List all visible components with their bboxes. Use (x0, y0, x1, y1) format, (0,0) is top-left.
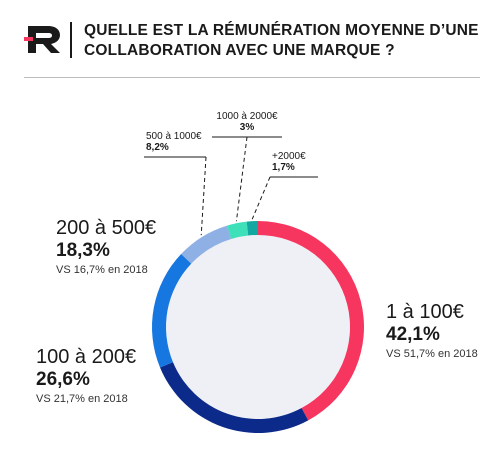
slice-vs: VS 51,7% en 2018 (386, 348, 478, 360)
donut-slice (152, 254, 192, 368)
label-1000-2000: 1000 à 2000€ 3% (212, 111, 282, 133)
header-rule (24, 77, 480, 78)
donut-center (166, 235, 350, 419)
title-line-2: COLLABORATION AVEC UNE MARQUE ? (84, 42, 395, 59)
donut-slice (258, 220, 365, 421)
label-100-200: 100 à 200€ 26,6% VS 21,7% en 2018 (36, 346, 136, 405)
leader-line-1000-2000-dash (235, 136, 248, 222)
slice-vs: VS 16,7% en 2018 (56, 264, 148, 276)
donut-slice (227, 221, 249, 239)
label-1-100: 1 à 100€ 42,1% VS 51,7% en 2018 (386, 301, 478, 360)
slice-value: 26,6% (36, 369, 90, 390)
r-logo-icon (24, 26, 60, 53)
slice-label: 1000 à 2000€ (216, 111, 278, 122)
donut-slice (181, 225, 232, 264)
slice-label: 200 à 500€ (56, 217, 157, 239)
donut-slice (160, 362, 309, 433)
header-divider (70, 22, 72, 58)
header: QUELLE EST LA RÉMUNÉRATION MOYENNE D’UNE… (0, 0, 500, 80)
page-title: QUELLE EST LA RÉMUNÉRATION MOYENNE D’UNE… (84, 21, 484, 61)
label-200-500: 200 à 500€ 18,3% VS 16,7% en 2018 (56, 217, 156, 276)
slice-value: 42,1% (386, 324, 440, 345)
slice-label: 500 à 1000€ (146, 131, 202, 142)
slice-label: 1 à 100€ (386, 301, 464, 323)
slice-value: 8,2% (146, 142, 169, 153)
slice-label: 100 à 200€ (36, 346, 137, 368)
label-2000-plus: +2000€ 1,7% (272, 151, 306, 173)
slice-value: 18,3% (56, 240, 110, 261)
slice-vs: VS 21,7% en 2018 (36, 393, 128, 405)
leader-line-500-1000-dash (200, 156, 207, 236)
donut-slice (246, 221, 258, 236)
slice-value: 1,7% (272, 162, 295, 173)
slice-value: 3% (239, 122, 255, 133)
leader-line-2000-plus-dash (251, 176, 271, 220)
title-line-1: QUELLE EST LA RÉMUNÉRATION MOYENNE D’UNE (84, 22, 479, 39)
slice-label: +2000€ (272, 151, 306, 162)
label-500-1000: 500 à 1000€ 8,2% (146, 131, 202, 153)
